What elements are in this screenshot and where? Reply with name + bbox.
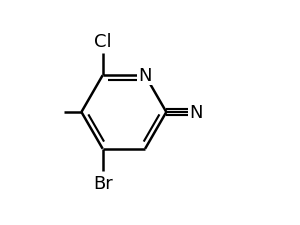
Circle shape xyxy=(140,70,151,81)
Text: N: N xyxy=(138,67,152,85)
Text: N: N xyxy=(189,104,203,122)
Text: Br: Br xyxy=(93,174,112,192)
Text: Cl: Cl xyxy=(94,33,112,51)
